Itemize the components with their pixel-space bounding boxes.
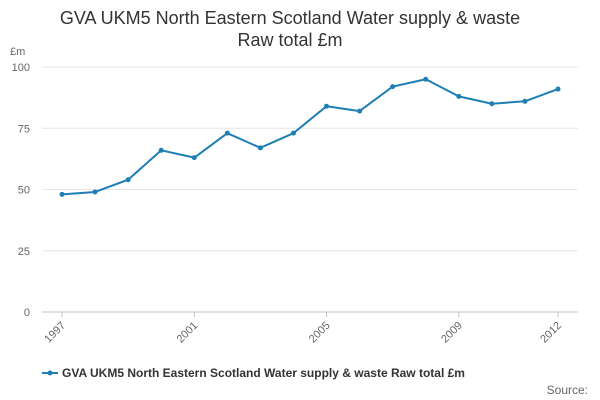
data-point[interactable] bbox=[224, 130, 230, 136]
x-tick-label: 2009 bbox=[439, 320, 465, 346]
y-tick-label: 75 bbox=[18, 123, 30, 135]
data-point[interactable] bbox=[92, 189, 98, 195]
y-tick-label: 100 bbox=[12, 62, 30, 74]
x-tick-label: 2001 bbox=[175, 320, 201, 346]
chart-title-line-1: GVA UKM5 North Eastern Scotland Water su… bbox=[60, 8, 520, 28]
chart-title-line-2: Raw total £m bbox=[237, 30, 342, 50]
data-point[interactable] bbox=[555, 86, 561, 92]
data-point[interactable] bbox=[158, 147, 164, 153]
data-point[interactable] bbox=[423, 76, 429, 82]
source-label[interactable]: Source: bbox=[547, 383, 588, 397]
x-tick-label: 1997 bbox=[42, 320, 68, 346]
data-point[interactable] bbox=[522, 98, 528, 104]
grid-lines bbox=[42, 66, 578, 252]
data-point[interactable] bbox=[290, 130, 296, 136]
y-tick-label: 50 bbox=[18, 185, 30, 197]
y-tick-label: 0 bbox=[24, 307, 30, 319]
data-point[interactable] bbox=[191, 155, 197, 161]
y-tick-label: 25 bbox=[18, 246, 30, 258]
data-point[interactable] bbox=[324, 103, 330, 109]
data-point[interactable] bbox=[357, 108, 363, 114]
data-point[interactable] bbox=[390, 84, 396, 90]
data-point[interactable] bbox=[456, 93, 462, 99]
data-point[interactable] bbox=[125, 177, 131, 183]
series-line-layer bbox=[59, 76, 561, 197]
x-axis: 1997 2001 2005 2009 2012 bbox=[42, 311, 578, 346]
y-tick-labels: 0 25 50 75 100 bbox=[12, 62, 30, 319]
x-tick-label: 2005 bbox=[307, 320, 333, 346]
data-point[interactable] bbox=[257, 145, 263, 151]
series-line bbox=[61, 78, 559, 196]
y-axis-unit-label: £m bbox=[10, 46, 25, 58]
data-point[interactable] bbox=[59, 191, 65, 197]
legend-series-label: GVA UKM5 North Eastern Scotland Water su… bbox=[62, 366, 465, 380]
x-tick-label: 2012 bbox=[538, 320, 564, 346]
data-point[interactable] bbox=[489, 101, 495, 107]
legend[interactable]: GVA UKM5 North Eastern Scotland Water su… bbox=[42, 366, 465, 380]
legend-swatch-marker bbox=[47, 370, 53, 376]
